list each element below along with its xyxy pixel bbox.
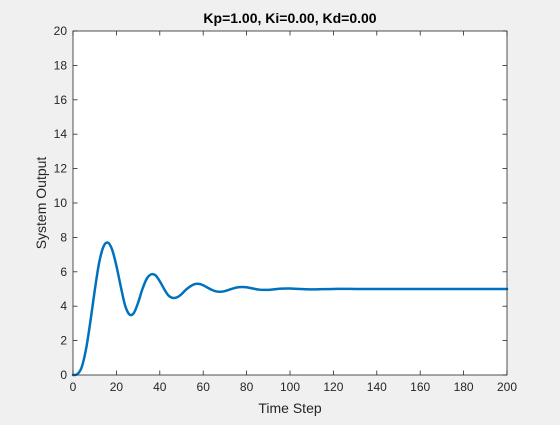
- y-tick-label: 16: [54, 93, 68, 107]
- x-tick-label: 200: [497, 380, 517, 394]
- y-tick-label: 0: [60, 368, 67, 382]
- x-tick-label: 180: [454, 380, 474, 394]
- axes-box: [72, 30, 508, 376]
- x-tick-label: 80: [240, 380, 254, 394]
- y-tick-label: 8: [60, 230, 67, 244]
- x-tick-label: 40: [153, 380, 167, 394]
- plot-area: [73, 31, 507, 375]
- tick-labels: 0 20 40 60 80 100 120 140 160 180 200 0 2 4 6 8 10 12 14 16…: [54, 24, 518, 394]
- x-tick-label: 0: [70, 380, 77, 394]
- y-tick-label: 2: [60, 334, 67, 348]
- x-tick-label: 120: [323, 380, 343, 394]
- x-tick-label: 100: [280, 380, 300, 394]
- x-tick-label: 60: [197, 380, 211, 394]
- y-tick-label: 14: [54, 127, 68, 141]
- chart-title: Kp=1.00, Ki=0.00, Kd=0.00: [203, 10, 376, 26]
- y-tick-label: 6: [60, 265, 67, 279]
- y-tick-label: 18: [54, 58, 68, 72]
- y-tick-label: 10: [54, 196, 68, 210]
- x-tick-label: 160: [410, 380, 430, 394]
- y-tick-label: 20: [54, 24, 68, 38]
- x-tick-label: 20: [110, 380, 124, 394]
- x-axis-label: Time Step: [258, 400, 321, 416]
- y-tick-label: 4: [60, 299, 67, 313]
- x-tick-label: 140: [367, 380, 387, 394]
- series-line: [71, 241, 509, 377]
- y-tick-label: 12: [54, 162, 68, 176]
- y-axis-label: System Output: [33, 157, 49, 250]
